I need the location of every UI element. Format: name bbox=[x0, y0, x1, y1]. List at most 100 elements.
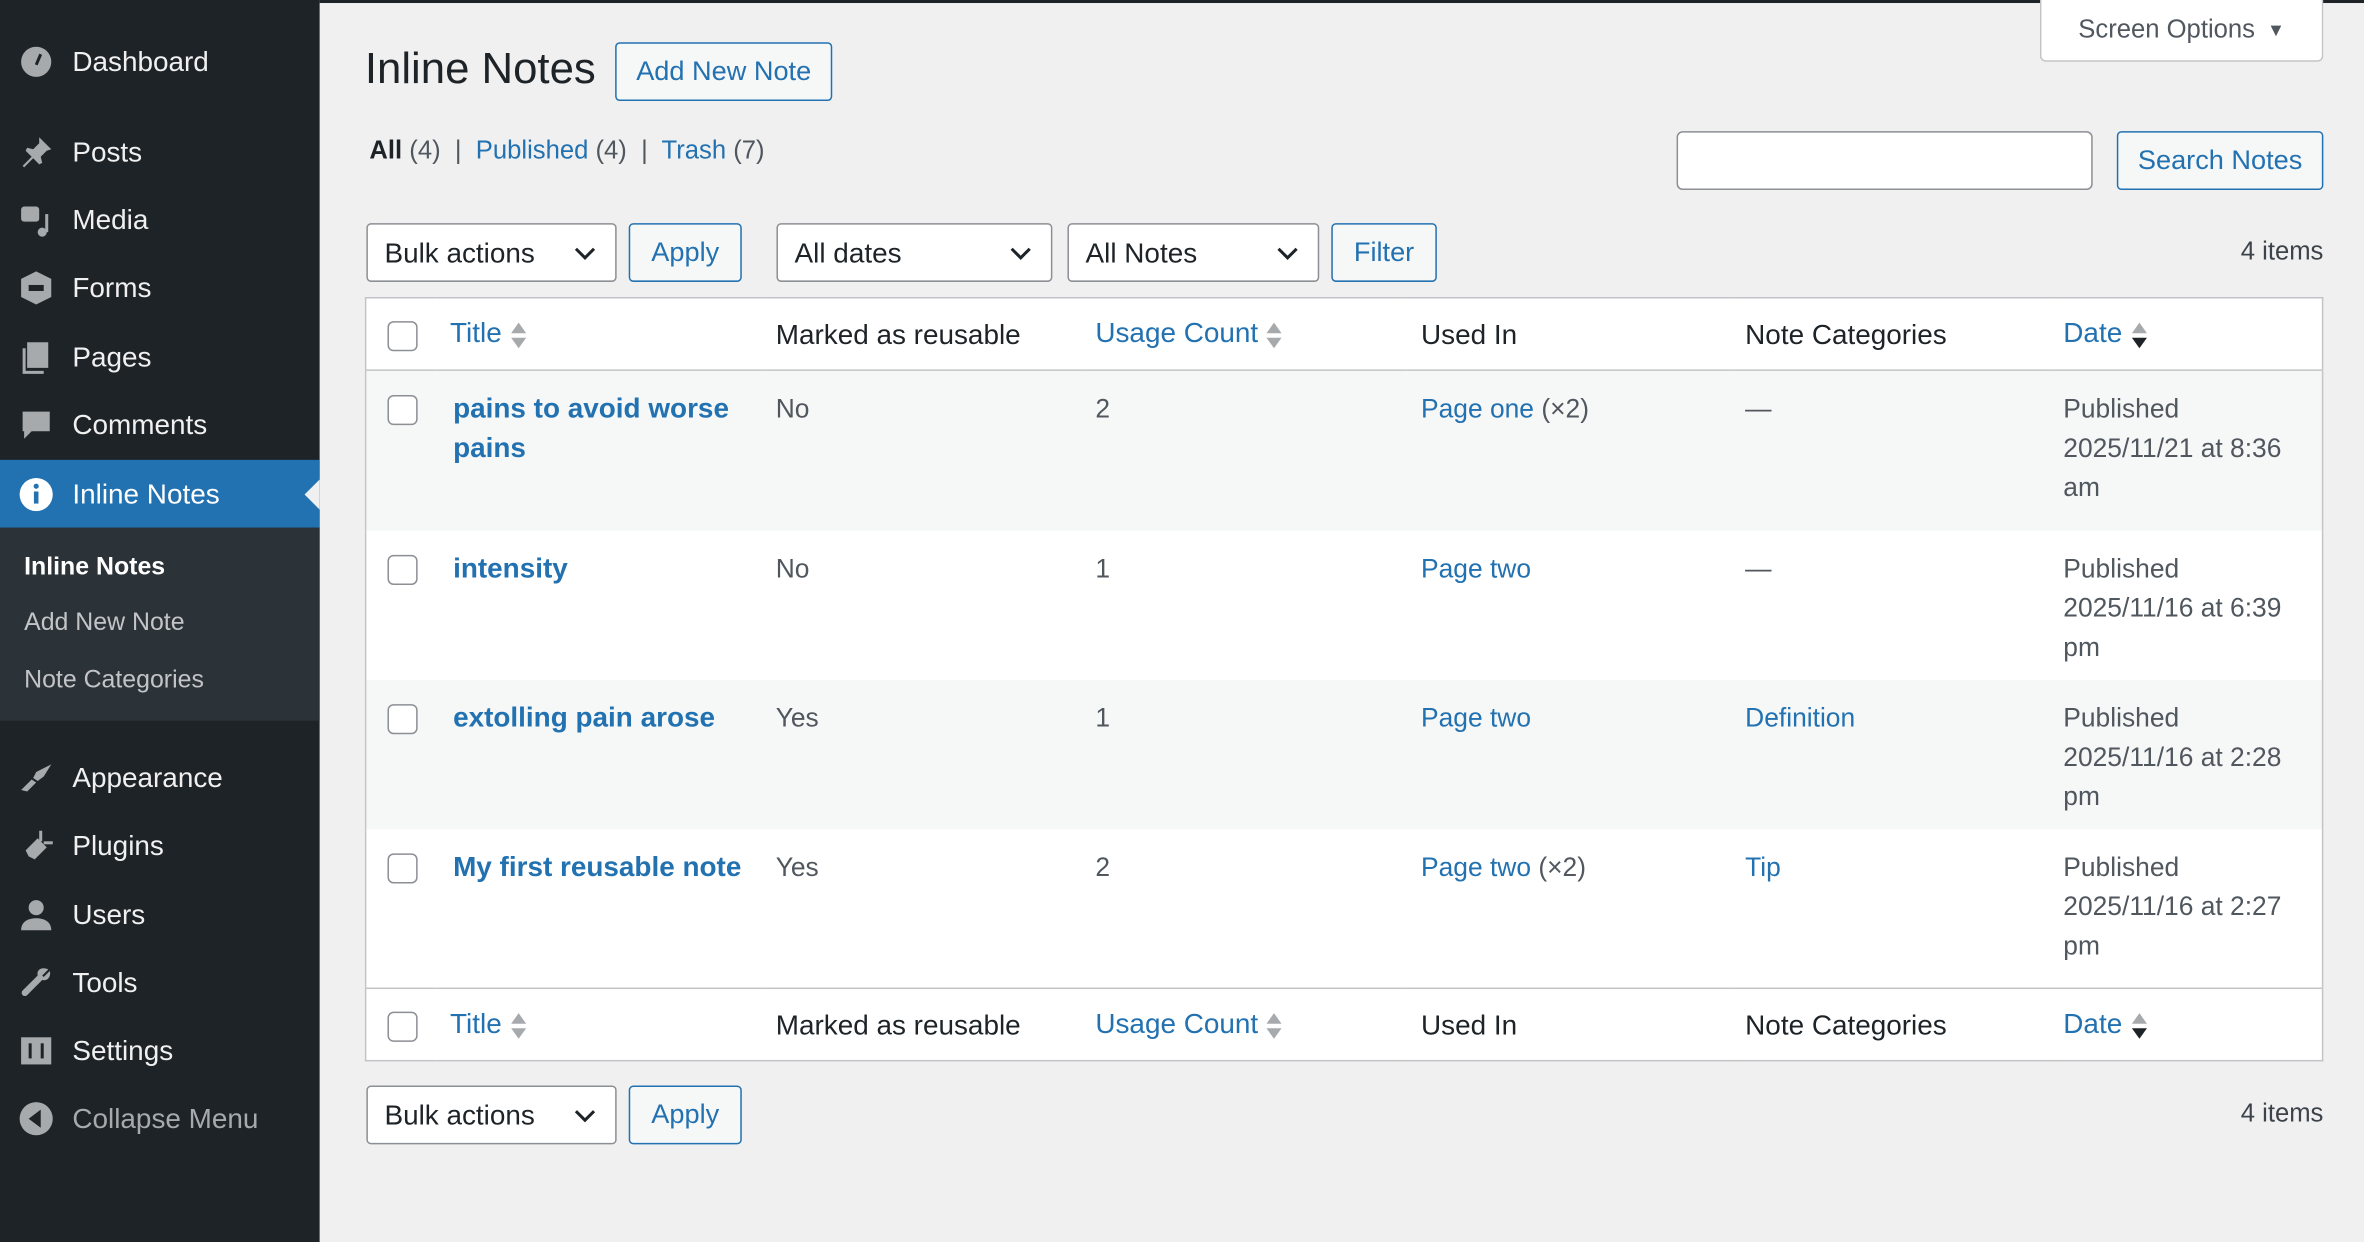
column-header: Marked as reusable bbox=[761, 988, 1081, 1060]
post-status: Published bbox=[2063, 851, 2180, 882]
items-count-bottom: 4 items bbox=[2240, 1099, 2324, 1128]
column-header-label: Used In bbox=[1421, 317, 1518, 350]
note-title-link[interactable]: pains to avoid worse pains bbox=[453, 392, 729, 463]
pages-icon bbox=[0, 338, 72, 374]
screen-options-button[interactable]: Screen Options ▼ bbox=[2039, 0, 2324, 62]
used-in-link[interactable]: Page two bbox=[1421, 851, 1532, 882]
view-trash[interactable]: Trash bbox=[661, 135, 727, 165]
select-all-checkbox[interactable] bbox=[387, 1010, 418, 1042]
sidebar-item-comments[interactable]: Comments bbox=[0, 390, 320, 458]
submenu-item-note-categories[interactable]: Note Categories bbox=[24, 666, 204, 694]
row-checkbox[interactable] bbox=[387, 853, 418, 884]
used-in-multiplier: (×2) bbox=[1533, 393, 1589, 424]
sidebar-item-label: Appearance bbox=[72, 760, 223, 793]
sidebar-item-appearance[interactable]: Appearance bbox=[0, 743, 320, 811]
sidebar-item-tools[interactable]: Tools bbox=[0, 948, 320, 1016]
filter-button[interactable]: Filter bbox=[1331, 223, 1437, 282]
sidebar-item-posts[interactable]: Posts bbox=[0, 118, 320, 186]
column-header[interactable]: Title bbox=[435, 298, 761, 370]
sort-icon bbox=[1267, 321, 1283, 348]
screen-options-label: Screen Options bbox=[2078, 15, 2255, 44]
view-all[interactable]: All bbox=[369, 135, 403, 165]
sidebar-item-dashboard[interactable]: Dashboard bbox=[0, 27, 320, 95]
sidebar-item-media[interactable]: Media bbox=[0, 185, 320, 253]
used-in-link[interactable]: Page one bbox=[1421, 393, 1534, 424]
sidebar-item-users[interactable]: Users bbox=[0, 880, 320, 948]
column-header[interactable]: Usage Count bbox=[1080, 988, 1406, 1060]
column-header-label[interactable]: Date bbox=[2063, 317, 2123, 349]
category-link[interactable]: Tip bbox=[1745, 851, 1781, 882]
table-row: pains to avoid worse pains No 2 Page one (×… bbox=[365, 370, 2323, 530]
bulk-actions-value: Bulk actions bbox=[384, 235, 535, 268]
submenu-item-inline-notes[interactable]: Inline Notes bbox=[24, 553, 166, 581]
post-date: 2025/11/16 at 2:28 pm bbox=[2063, 741, 2282, 811]
bulk-actions-select[interactable]: Bulk actions bbox=[366, 223, 617, 282]
admin-bar-edge bbox=[319, 0, 2364, 4]
add-new-note-button[interactable]: Add New Note bbox=[615, 42, 833, 102]
reusable-value: Yes bbox=[775, 851, 819, 882]
collapse-menu-button[interactable]: Collapse Menu bbox=[0, 1084, 320, 1152]
search-notes-button[interactable]: Search Notes bbox=[2116, 131, 2324, 190]
view-filters: All (4) | Published (4) | Trash (7) bbox=[369, 135, 765, 165]
forms-icon bbox=[0, 269, 72, 305]
row-select-cell bbox=[366, 828, 435, 988]
chevron-down-icon bbox=[574, 247, 596, 260]
row-checkbox[interactable] bbox=[387, 554, 418, 585]
select-all-checkbox[interactable] bbox=[387, 320, 418, 351]
column-header-label: Marked as reusable bbox=[775, 317, 1021, 350]
category-empty: — bbox=[1745, 552, 1772, 583]
search-input[interactable] bbox=[1676, 131, 2093, 190]
sidebar-item-settings[interactable]: Settings bbox=[0, 1016, 320, 1084]
column-header-label[interactable]: Usage Count bbox=[1095, 1007, 1259, 1040]
column-header-label: Note Categories bbox=[1745, 317, 1947, 350]
apply-button-bottom[interactable]: Apply bbox=[628, 1085, 742, 1145]
usage-count: 2 bbox=[1095, 393, 1111, 424]
collapse-icon bbox=[0, 1100, 72, 1136]
sidebar-item-inline-notes[interactable]: Inline Notes bbox=[0, 459, 320, 528]
column-header-label: Used In bbox=[1421, 1007, 1518, 1040]
row-checkbox[interactable] bbox=[387, 703, 418, 735]
sidebar-item-label: Tools bbox=[72, 965, 138, 998]
sidebar-item-label: Plugins bbox=[72, 828, 164, 861]
note-title-link[interactable]: intensity bbox=[453, 551, 568, 583]
dates-select[interactable]: All dates bbox=[776, 223, 1053, 282]
sidebar-item-pages[interactable]: Pages bbox=[0, 323, 320, 391]
post-date: 2025/11/16 at 6:39 pm bbox=[2063, 591, 2282, 662]
column-header-label[interactable]: Title bbox=[450, 1007, 502, 1040]
wrench-icon bbox=[0, 964, 72, 1000]
sidebar-item-plugins[interactable]: Plugins bbox=[0, 811, 320, 879]
row-checkbox[interactable] bbox=[387, 395, 418, 426]
bulk-actions-value: Bulk actions bbox=[384, 1098, 535, 1131]
submenu-item-add-new-note[interactable]: Add New Note bbox=[24, 609, 185, 637]
chevron-down-icon bbox=[1277, 247, 1298, 260]
sidebar-submenu: Inline Notes Add New Note Note Categories bbox=[0, 527, 320, 721]
sort-desc-icon bbox=[2131, 321, 2147, 348]
post-date: 2025/11/16 at 2:27 pm bbox=[2063, 890, 2282, 960]
note-title-link[interactable]: My first reusable note bbox=[453, 849, 742, 882]
column-header: Note Categories bbox=[1730, 298, 2048, 370]
column-header-label[interactable]: Title bbox=[450, 317, 502, 349]
apply-button[interactable]: Apply bbox=[628, 223, 742, 282]
column-header-label[interactable]: Usage Count bbox=[1095, 317, 1259, 349]
info-icon bbox=[0, 476, 72, 512]
column-header: Marked as reusable bbox=[761, 298, 1081, 370]
post-status: Published bbox=[2063, 552, 2180, 583]
sidebar-item-forms[interactable]: Forms bbox=[0, 253, 320, 321]
used-in-link[interactable]: Page two bbox=[1421, 552, 1532, 583]
usage-count: 2 bbox=[1095, 851, 1111, 882]
column-header[interactable]: Date bbox=[2048, 988, 2322, 1060]
view-published[interactable]: Published bbox=[475, 135, 589, 165]
column-header[interactable]: Usage Count bbox=[1080, 298, 1406, 370]
chevron-down-icon bbox=[1010, 247, 1031, 260]
bulk-actions-select-bottom[interactable]: Bulk actions bbox=[366, 1085, 617, 1145]
column-header[interactable]: Title bbox=[435, 988, 761, 1060]
row-select-cell bbox=[366, 679, 435, 828]
note-title-link[interactable]: extolling pain arose bbox=[453, 700, 716, 732]
plugin-icon bbox=[0, 827, 72, 863]
notes-select[interactable]: All Notes bbox=[1067, 223, 1320, 282]
column-header-label[interactable]: Date bbox=[2063, 1007, 2123, 1040]
column-header[interactable]: Date bbox=[2048, 298, 2322, 370]
sidebar-item-label: Inline Notes bbox=[72, 477, 220, 509]
used-in-link[interactable]: Page two bbox=[1421, 701, 1532, 732]
category-link[interactable]: Definition bbox=[1745, 701, 1856, 732]
